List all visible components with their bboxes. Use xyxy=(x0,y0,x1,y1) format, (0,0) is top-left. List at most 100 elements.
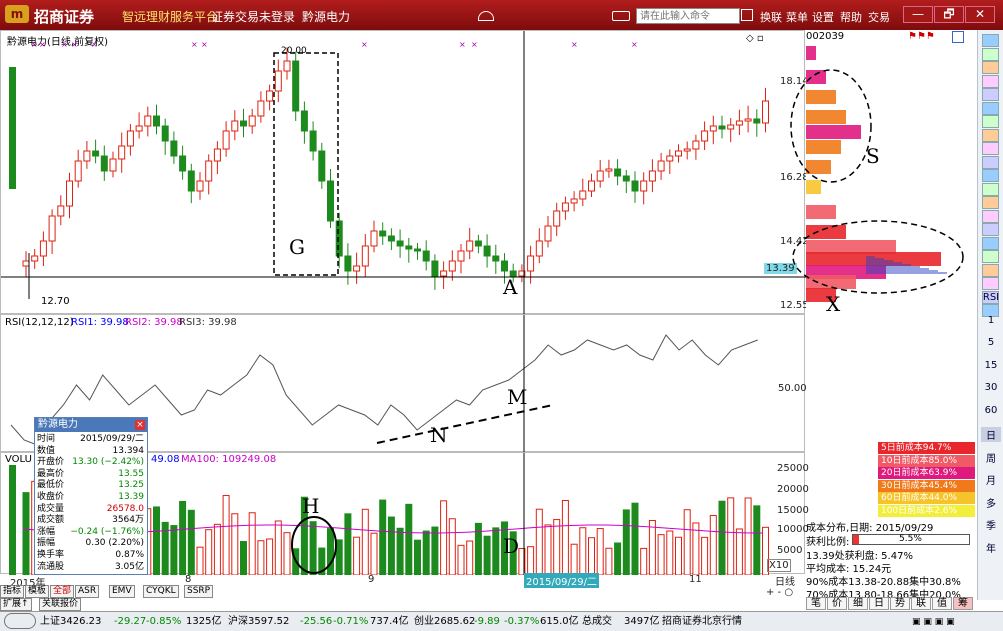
quote-view-button[interactable]: 价 xyxy=(827,597,847,610)
close-button[interactable]: ✕ xyxy=(965,6,995,23)
tool-icon[interactable] xyxy=(982,236,999,250)
candle-body xyxy=(92,150,100,157)
flag-icon[interactable]: ⚑⚑⚑ xyxy=(908,31,935,42)
indicator-tab[interactable]: 全部 xyxy=(50,585,75,598)
kline-pane[interactable]: 黔源电力(日线,前复权) ◇ ▫ × × × × × × × × × × × × 20.00 12.7… xyxy=(0,30,806,315)
tool-icon[interactable] xyxy=(982,277,999,290)
volume-bar xyxy=(579,527,587,575)
candle-body xyxy=(335,220,343,257)
index-cy[interactable]: 创业2685.62 xyxy=(414,616,476,627)
quote-view-button[interactable]: 笔 xyxy=(806,597,826,610)
tool-icon[interactable] xyxy=(982,182,999,196)
switch-button[interactable]: 换联 xyxy=(760,11,782,24)
tool-icon[interactable] xyxy=(982,155,999,169)
period-button[interactable]: 月 xyxy=(986,476,996,487)
indicator-tab[interactable]: 指标 xyxy=(0,585,25,598)
period-label[interactable]: 日线 xyxy=(775,577,795,588)
status-icons[interactable]: ▣ ▣ ▣ ▣ xyxy=(912,617,955,627)
quote-view-button[interactable]: 细 xyxy=(848,597,868,610)
volume-bar xyxy=(527,546,535,575)
volume-bar xyxy=(553,519,561,575)
quote-view-button[interactable]: 势 xyxy=(890,597,910,610)
indicator-tab[interactable]: CYQKL xyxy=(143,585,179,598)
tool-icon[interactable] xyxy=(982,196,999,209)
period-button[interactable]: 30 xyxy=(984,382,998,393)
period-button[interactable]: RSI xyxy=(982,292,1000,303)
tool-icon[interactable] xyxy=(982,169,999,182)
status-menu-icon[interactable] xyxy=(4,613,36,629)
tool-icon[interactable] xyxy=(982,290,999,304)
period-button[interactable]: 季 xyxy=(986,521,996,532)
window-icon[interactable] xyxy=(952,31,964,43)
tool-icon[interactable] xyxy=(982,142,999,155)
zoom-controls[interactable]: + - ○ xyxy=(766,587,794,598)
extension-tab[interactable]: 关联报价 xyxy=(39,598,82,611)
candle-body xyxy=(762,100,769,124)
index-sz-change: -25.56 xyxy=(300,616,333,627)
volume-bar xyxy=(205,529,213,575)
quote-view-button[interactable]: 日 xyxy=(869,597,889,610)
tool-icon[interactable] xyxy=(982,101,999,115)
period-button[interactable]: 周 xyxy=(986,453,996,465)
volume-scale-label[interactable]: X10 xyxy=(767,559,791,572)
login-status[interactable]: 证券交易未登录 xyxy=(211,10,296,24)
period-button[interactable]: 60 xyxy=(984,404,998,416)
tool-icon[interactable] xyxy=(982,250,999,263)
candle-body xyxy=(22,260,30,267)
period-button[interactable]: 1 xyxy=(987,314,995,326)
restore-button[interactable]: 🗗 xyxy=(934,6,964,23)
quote-view-button[interactable]: 联 xyxy=(911,597,931,610)
period-button[interactable]: 15 xyxy=(984,359,998,371)
index-sz[interactable]: 沪深3597.52 xyxy=(228,616,290,627)
volume-bar xyxy=(387,516,395,575)
tool-icon[interactable] xyxy=(982,223,999,236)
tool-icon[interactable] xyxy=(982,34,999,47)
close-icon[interactable]: × xyxy=(135,420,145,430)
keyboard-icon[interactable] xyxy=(612,11,630,21)
menu-button[interactable]: 菜单 xyxy=(786,11,808,24)
wifi-icon[interactable] xyxy=(478,11,494,21)
volume-tick: 15000 xyxy=(777,505,809,516)
quote-view-button[interactable]: 筹 xyxy=(953,597,973,610)
index-cy-pct: -0.37% xyxy=(504,616,540,627)
period-button[interactable]: 日 xyxy=(981,427,1001,442)
period-button[interactable]: 5 xyxy=(987,337,995,348)
tool-icon[interactable] xyxy=(982,88,999,101)
index-sh[interactable]: 上证3426.23 xyxy=(40,616,102,627)
popup-key: 流通股 xyxy=(37,561,65,572)
price-tick: 12.55 xyxy=(780,300,809,311)
tool-icon[interactable] xyxy=(982,263,999,277)
high-price-label: 20.00 xyxy=(281,46,307,56)
candle-body xyxy=(405,245,413,250)
volume-bar xyxy=(431,526,439,575)
search-icon[interactable] xyxy=(741,9,753,21)
candle-body xyxy=(422,250,430,262)
extension-tab[interactable]: 扩展↑ xyxy=(0,598,32,611)
candle-body xyxy=(448,260,456,272)
indicator-tab[interactable]: 模板 xyxy=(25,585,50,598)
broker-logo-icon: m xyxy=(5,5,29,23)
settings-button[interactable]: 设置 xyxy=(812,11,834,24)
minimize-button[interactable]: — xyxy=(903,6,933,23)
command-input[interactable] xyxy=(636,8,740,24)
tool-icon[interactable] xyxy=(982,209,999,223)
indicator-tab[interactable]: ASR xyxy=(75,585,100,598)
tool-icon[interactable] xyxy=(982,74,999,88)
tool-icon[interactable] xyxy=(982,128,999,142)
candle-body xyxy=(309,130,317,152)
candle-body xyxy=(57,205,65,217)
help-button[interactable]: 帮助 xyxy=(840,11,862,24)
period-button[interactable]: 多 xyxy=(986,498,996,510)
quote-view-button[interactable]: 值 xyxy=(932,597,952,610)
diamond-icon[interactable]: ◇ ▫ xyxy=(746,33,764,44)
indicator-tab[interactable]: EMV xyxy=(109,585,135,598)
tool-icon[interactable] xyxy=(982,47,999,61)
trade-button[interactable]: 交易 xyxy=(868,11,890,24)
indicator-tab[interactable]: SSRP xyxy=(184,585,214,598)
candle-body xyxy=(353,265,361,272)
tool-icon[interactable] xyxy=(982,61,999,74)
tool-icon[interactable] xyxy=(982,115,999,128)
period-button[interactable]: 年 xyxy=(986,543,996,555)
tool-icon[interactable] xyxy=(982,304,999,317)
